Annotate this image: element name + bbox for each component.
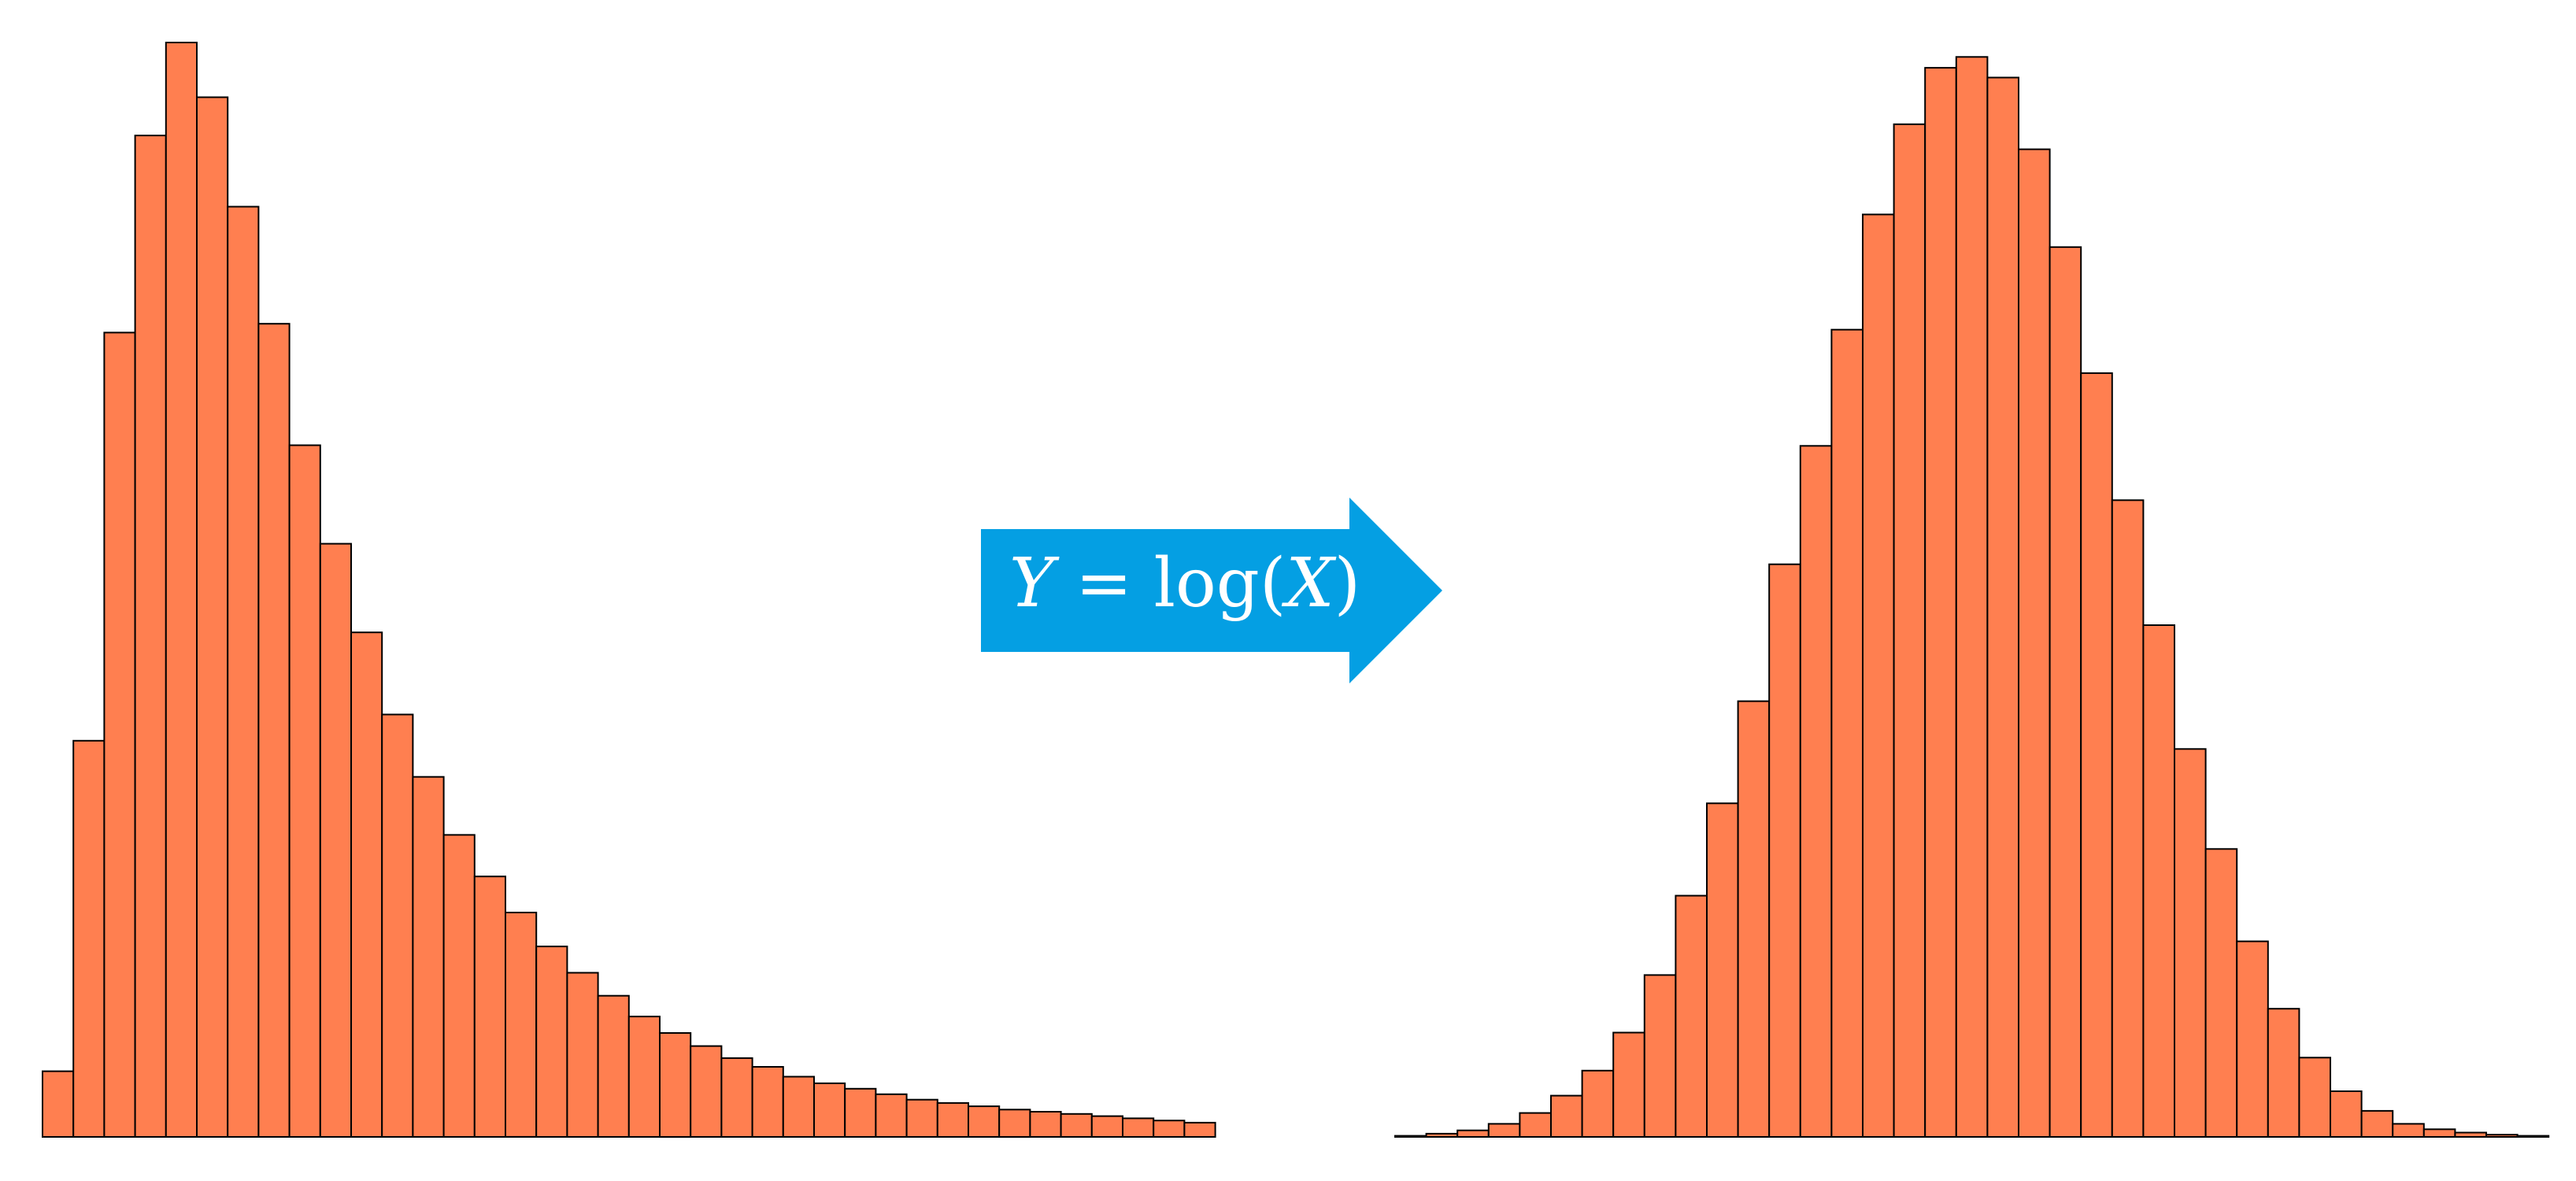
histogram-bar	[2298, 1057, 2331, 1138]
histogram-bar	[1924, 67, 1957, 1138]
transform-label-close: )	[1334, 544, 1361, 623]
histogram-bar	[2236, 940, 2269, 1138]
histogram-bar	[2142, 624, 2175, 1138]
histogram-bar	[227, 205, 260, 1138]
histogram-bar	[1862, 213, 1895, 1138]
histogram-bar	[597, 994, 630, 1138]
histogram-bar	[2049, 246, 2082, 1138]
histogram-bar	[905, 1098, 938, 1138]
transform-label: Y = log(X)	[1009, 544, 1360, 623]
histogram-bar	[1799, 445, 1833, 1138]
histogram-bar	[936, 1101, 970, 1138]
histogram-bar	[1737, 700, 1771, 1138]
histogram-bar	[2330, 1090, 2363, 1138]
histogram-bar	[566, 972, 599, 1138]
histogram-bar	[442, 834, 476, 1138]
histogram-log-transformed	[1394, 56, 2550, 1138]
histogram-bar	[257, 323, 291, 1138]
histogram-bar	[1122, 1117, 1155, 1138]
histogram-bar	[1153, 1120, 1186, 1138]
histogram-bar	[288, 444, 321, 1138]
histogram-bar	[2204, 848, 2238, 1138]
histogram-bar	[412, 776, 445, 1138]
histogram-bar	[751, 1066, 784, 1138]
histogram-bar	[1986, 76, 2019, 1138]
histogram-bar	[319, 542, 352, 1138]
histogram-bar	[1675, 894, 1708, 1138]
histogram-bar	[1090, 1115, 1124, 1138]
histogram-bar	[782, 1075, 815, 1138]
histogram-bar	[2111, 499, 2145, 1138]
histogram-bar	[690, 1045, 723, 1138]
histogram-bar	[42, 1070, 75, 1138]
histogram-bar	[381, 713, 414, 1138]
histogram-bar	[196, 96, 229, 1138]
transform-label-log: = log(	[1054, 544, 1286, 623]
histogram-bar	[1955, 56, 1989, 1138]
histogram-bar	[1487, 1123, 1521, 1138]
histogram-bar	[1612, 1031, 1645, 1138]
histogram-bar	[1550, 1094, 1583, 1138]
histogram-bar	[998, 1109, 1031, 1138]
histogram-bar	[505, 912, 538, 1138]
histogram-bar	[2174, 748, 2207, 1138]
histogram-bar	[350, 631, 383, 1138]
histogram-bar	[659, 1032, 692, 1138]
histogram-bar	[1456, 1129, 1490, 1138]
histogram-bar	[1183, 1121, 1216, 1138]
histogram-bar	[968, 1105, 1001, 1138]
histogram-bar	[1060, 1113, 1093, 1138]
histogram-bar	[1830, 328, 1864, 1138]
histogram-bar	[2018, 148, 2051, 1138]
histogram-bar	[813, 1082, 846, 1138]
histogram-bar	[2267, 1008, 2300, 1138]
histogram-bar	[1893, 123, 1926, 1138]
histogram-bar	[627, 1016, 661, 1138]
histogram-bar	[134, 135, 167, 1138]
histogram-bar	[2360, 1109, 2394, 1138]
transform-arrow: Y = log(X)	[981, 498, 1442, 683]
histogram-bar	[103, 331, 136, 1138]
histogram-bar	[1581, 1069, 1615, 1138]
histogram-bar	[844, 1087, 877, 1138]
histogram-bar	[875, 1093, 908, 1138]
histogram-original	[42, 42, 1216, 1138]
right-arrow-icon	[981, 498, 1442, 683]
histogram-bar	[1768, 563, 1801, 1138]
histogram-bar	[473, 876, 506, 1138]
histogram-bar	[720, 1057, 753, 1138]
histogram-bar	[165, 42, 198, 1138]
histogram-bar	[535, 946, 568, 1138]
transform-label-x: X	[1281, 544, 1337, 623]
histogram-bar	[72, 739, 105, 1138]
histogram-bar	[2080, 372, 2113, 1138]
transform-label-y: Y	[1009, 544, 1060, 623]
histogram-bar	[2422, 1128, 2456, 1138]
histogram-bar	[1643, 974, 1677, 1138]
histogram-bar	[1706, 802, 1739, 1138]
histogram-bar	[1519, 1112, 1553, 1138]
histogram-bar	[2392, 1123, 2425, 1138]
histogram-bar	[1029, 1111, 1062, 1138]
